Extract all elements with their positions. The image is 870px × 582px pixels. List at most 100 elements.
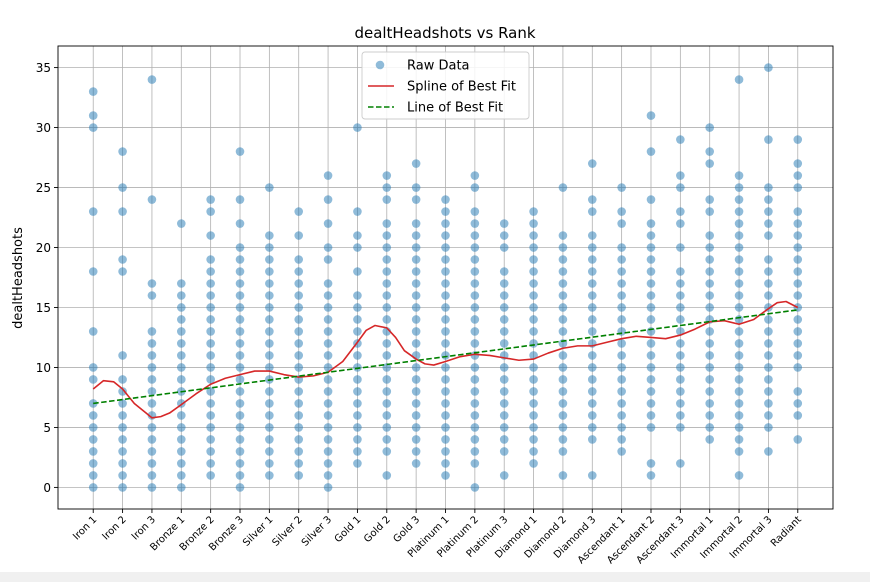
raw-data-point [499, 231, 509, 240]
raw-data-point [676, 291, 685, 300]
raw-data-point [294, 255, 304, 264]
raw-data-point [705, 423, 715, 432]
raw-data-point [206, 207, 215, 216]
raw-data-point [118, 207, 127, 216]
raw-data-point [529, 243, 538, 252]
raw-data-point [206, 423, 215, 432]
raw-data-point [617, 435, 626, 444]
raw-data-point [558, 375, 568, 384]
raw-data-point [617, 255, 626, 264]
legend-label: Spline of Best Fit [407, 80, 516, 95]
raw-data-point [470, 483, 480, 492]
raw-data-point [587, 291, 597, 300]
raw-data-point [235, 267, 245, 276]
raw-data-point [294, 315, 304, 324]
raw-data-point [676, 303, 685, 312]
raw-data-point [529, 435, 538, 444]
raw-data-point [705, 267, 715, 276]
raw-data-point [558, 243, 568, 252]
raw-data-point [646, 219, 656, 228]
raw-data-point [793, 399, 803, 408]
raw-data-point [411, 195, 421, 204]
raw-data-point [793, 243, 803, 252]
raw-data-point [499, 375, 509, 384]
raw-data-point [587, 375, 597, 384]
raw-data-point [734, 291, 744, 300]
raw-data-point [617, 207, 626, 216]
raw-data-point [764, 207, 773, 216]
raw-data-point [617, 327, 626, 336]
raw-data-point [176, 291, 186, 300]
raw-data-point [206, 291, 215, 300]
raw-data-point [118, 435, 127, 444]
x-tick-label: Silver 3 [300, 514, 334, 548]
raw-data-point [470, 399, 480, 408]
raw-data-point [558, 315, 568, 324]
raw-data-point [499, 471, 509, 480]
raw-data-point [176, 423, 186, 432]
raw-data-point [176, 375, 186, 384]
raw-data-point [411, 315, 421, 324]
raw-data-point [235, 195, 245, 204]
y-tick-label: 5 [43, 421, 51, 435]
raw-data-point [734, 243, 744, 252]
raw-data-point [147, 399, 157, 408]
raw-data-point [441, 447, 450, 456]
raw-data-point [441, 327, 450, 336]
raw-data-point [646, 399, 656, 408]
raw-data-point [206, 435, 215, 444]
raw-data-point [176, 411, 186, 420]
raw-data-point [499, 447, 509, 456]
raw-data-point [176, 447, 186, 456]
raw-data-point [235, 243, 245, 252]
raw-data-point [411, 267, 421, 276]
raw-data-point [646, 267, 656, 276]
raw-data-point [206, 375, 215, 384]
raw-data-point [441, 339, 450, 348]
legend: Raw Data Spline of Best Fit Line of Best F… [361, 51, 530, 120]
raw-data-point [411, 255, 421, 264]
raw-data-point [470, 171, 480, 180]
raw-data-point [764, 195, 773, 204]
raw-data-point [235, 483, 245, 492]
raw-data-point [235, 411, 245, 420]
raw-data-point [147, 327, 157, 336]
raw-data-point [470, 363, 480, 372]
raw-data-point [118, 375, 127, 384]
raw-data-point [265, 279, 274, 288]
raw-data-point [441, 303, 450, 312]
raw-data-point [411, 411, 421, 420]
raw-data-point [587, 207, 597, 216]
raw-data-point [499, 243, 509, 252]
raw-data-point [118, 351, 127, 360]
raw-data-point [705, 411, 715, 420]
x-tick-label: Silver 1 [241, 514, 275, 548]
raw-data-points [88, 63, 803, 492]
raw-data-point [118, 147, 127, 156]
raw-data-point [676, 339, 685, 348]
raw-data-point [764, 279, 773, 288]
raw-data-point [529, 423, 538, 432]
raw-data-point [793, 219, 803, 228]
raw-data-point [617, 291, 626, 300]
raw-data-point [529, 399, 538, 408]
raw-data-point [793, 411, 803, 420]
raw-data-point [206, 195, 215, 204]
raw-data-point [764, 375, 773, 384]
raw-data-point [382, 363, 392, 372]
raw-data-point [235, 351, 245, 360]
raw-data-point [118, 399, 127, 408]
raw-data-point [411, 459, 421, 468]
raw-data-point [411, 291, 421, 300]
x-tick-label: Gold 1 [333, 514, 364, 545]
raw-data-point [411, 231, 421, 240]
raw-data-point [470, 315, 480, 324]
raw-data-point [235, 459, 245, 468]
raw-data-point [176, 435, 186, 444]
raw-data-point [529, 411, 538, 420]
raw-data-point [793, 183, 803, 192]
raw-data-point [734, 255, 744, 264]
raw-data-point [147, 447, 157, 456]
raw-data-point [441, 399, 450, 408]
raw-data-point [705, 435, 715, 444]
